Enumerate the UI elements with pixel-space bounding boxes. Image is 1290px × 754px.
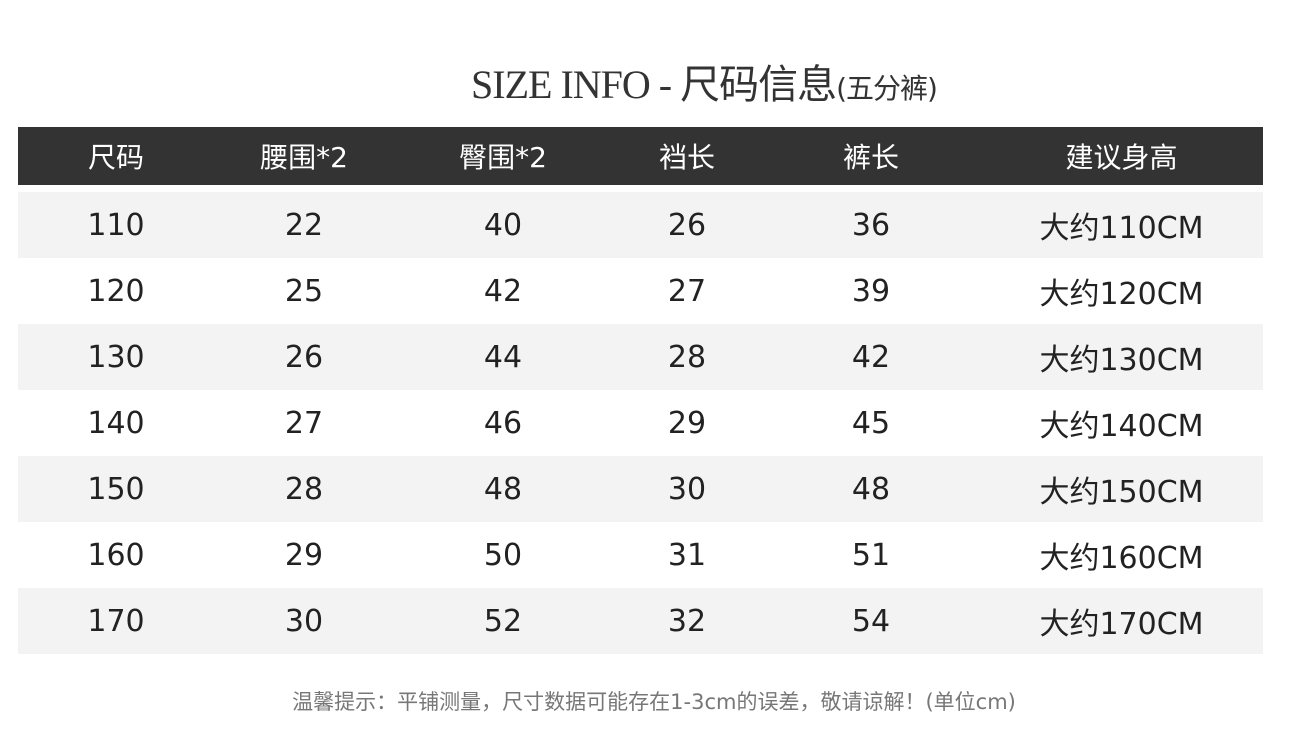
table-cell: 27 [667, 273, 707, 309]
table-cell: 46 [483, 405, 523, 441]
header-cell: 腰围*2 [260, 141, 348, 174]
table-cell: 大约170CM [1039, 607, 1204, 642]
table-cell: 160 [87, 537, 145, 573]
table-cell: 26 [667, 207, 707, 243]
table-cell: 110 [87, 207, 145, 243]
table-cell: 大约130CM [1039, 343, 1204, 378]
header-cell: 臀围*2 [459, 141, 547, 174]
table-cell: 大约140CM [1039, 409, 1204, 444]
table-row: 130 26 44 28 42 大约130CM [18, 324, 1263, 390]
header-cell: 尺码 [87, 141, 144, 174]
table-cell: 150 [87, 471, 145, 507]
table-cell: 52 [483, 603, 523, 639]
header-cell: 裤长 [842, 141, 899, 174]
table-row: 120 25 42 27 39 大约120CM [18, 258, 1263, 324]
table-cell: 29 [284, 537, 324, 573]
table-cell: 51 [851, 537, 891, 573]
table-cell: 大约150CM [1039, 475, 1204, 510]
title-main: SIZE INFO - 尺码信息 [471, 62, 837, 107]
table-header: 尺码 腰围*2 臀围*2 裆长 裤长 建议身高 [18, 127, 1263, 185]
table-cell: 32 [667, 603, 707, 639]
table-cell: 130 [87, 339, 145, 375]
measurement-note: 温馨提示：平铺测量，尺寸数据可能存在1-3cm的误差，敬请谅解！(单位cm) [292, 690, 1016, 714]
table-cell: 25 [284, 273, 324, 309]
table-row: 110 22 40 26 36 大约110CM [18, 192, 1263, 258]
table-cell: 28 [284, 471, 324, 507]
table-cell: 48 [483, 471, 523, 507]
table-cell: 30 [284, 603, 324, 639]
table-row: 140 27 46 29 45 大约140CM [18, 390, 1263, 456]
table-cell: 29 [667, 405, 707, 441]
table-cell: 54 [851, 603, 891, 639]
table-cell: 22 [284, 207, 324, 243]
table-cell: 大约160CM [1039, 541, 1204, 576]
table-cell: 27 [284, 405, 324, 441]
table-cell: 36 [851, 207, 891, 243]
table-cell: 大约120CM [1039, 277, 1204, 312]
table-cell: 39 [851, 273, 891, 309]
table-cell: 30 [667, 471, 707, 507]
header-cell: 裆长 [658, 141, 715, 174]
table-row: 150 28 48 30 48 大约150CM [18, 456, 1263, 522]
table-row: 170 30 52 32 54 大约170CM [18, 588, 1263, 654]
table-cell: 31 [667, 537, 707, 573]
table-cell: 120 [87, 273, 145, 309]
table-cell: 40 [483, 207, 523, 243]
table-cell: 大约110CM [1039, 211, 1204, 246]
table-row: 160 29 50 31 51 大约160CM [18, 522, 1263, 588]
table-cell: 140 [87, 405, 145, 441]
table-cell: 48 [851, 471, 891, 507]
header-cell: 建议身高 [1065, 141, 1178, 174]
table-cell: 42 [851, 339, 891, 375]
table-cell: 26 [284, 339, 324, 375]
table-cell: 44 [483, 339, 523, 375]
table-cell: 42 [483, 273, 523, 309]
table-cell: 45 [851, 405, 891, 441]
table-cell: 170 [87, 603, 145, 639]
page-title: SIZE INFO - 尺码信息(五分裤) [0, 52, 1290, 110]
size-table: 尺码 腰围*2 臀围*2 裆长 裤长 建议身高 110 22 40 26 36 大约110… [18, 127, 1263, 654]
title-sub: (五分裤) [836, 72, 938, 105]
table-cell: 28 [667, 339, 707, 375]
table-cell: 50 [483, 537, 523, 573]
